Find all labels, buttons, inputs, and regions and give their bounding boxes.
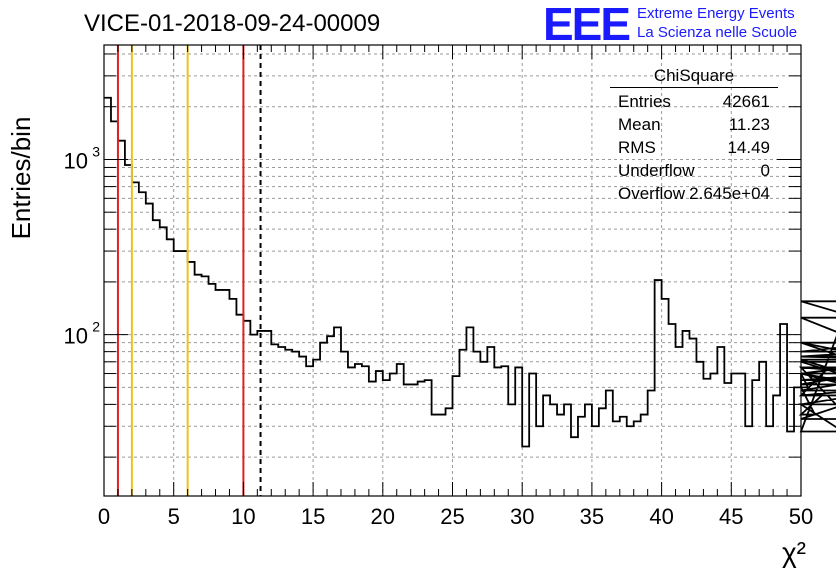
eee-logo: EEE Extreme Energy Events La Scienza nel…	[543, 0, 797, 50]
x-tick-label: 45	[719, 504, 743, 529]
x-tick-label: 35	[580, 504, 604, 529]
x-tick-label: 15	[301, 504, 325, 529]
logo-line-1: Extreme Energy Events	[637, 5, 795, 22]
x-tick-label: 50	[789, 504, 813, 529]
x-tick-label: 0	[98, 504, 110, 529]
stats-title: ChiSquare	[610, 66, 778, 88]
stats-row-overflow: Overflow 2.645e+04	[610, 182, 778, 205]
y-axis-label: Entries/bin	[6, 117, 36, 240]
marker-lines-layer	[116, 45, 262, 496]
logo-line-2: La Scienza nelle Scuole	[637, 24, 798, 41]
y-tick-exponent: 3	[92, 143, 100, 159]
x-tick-label: 10	[231, 504, 255, 529]
y-tick-exponent: 2	[92, 319, 100, 335]
stats-row-mean: Mean 11.23	[610, 113, 778, 136]
stats-row-rms: RMS 14.49	[610, 136, 778, 159]
y-tick-label: 10	[64, 148, 88, 173]
stats-label: Underflow	[618, 161, 695, 180]
stats-box: ChiSquare Entries 42661 Mean 11.23 RMS 1…	[610, 66, 778, 205]
stats-label: RMS	[618, 138, 656, 157]
stats-label: Entries	[618, 92, 671, 111]
y-tick-label: 10	[64, 324, 88, 349]
stats-value: 42661	[722, 92, 770, 111]
eee-logo-mark: EEE	[543, 0, 631, 50]
stats-label: Overflow	[618, 184, 686, 203]
stats-value: 2.645e+04	[689, 184, 770, 203]
x-tick-label: 40	[649, 504, 673, 529]
histogram-layer	[104, 96, 836, 448]
x-tick-label: 25	[440, 504, 464, 529]
histogram-step-line	[104, 96, 836, 448]
stats-value: 14.49	[727, 138, 770, 157]
x-axis-label: χ²	[782, 537, 806, 568]
stats-label: Mean	[618, 115, 661, 134]
chart-title: VICE-01-2018-09-24-00009	[84, 10, 381, 37]
x-tick-label: 20	[371, 504, 395, 529]
stats-row-entries: Entries 42661	[610, 90, 778, 113]
ticks-layer	[103, 45, 802, 496]
eee-logo-text: Extreme Energy Events La Scienza nelle S…	[637, 2, 797, 42]
stats-row-underflow: Underflow 0	[610, 159, 778, 182]
stats-value: 11.23	[728, 115, 770, 134]
x-tick-label: 30	[510, 504, 534, 529]
stats-value: 0	[760, 161, 770, 180]
x-tick-label: 5	[168, 504, 180, 529]
